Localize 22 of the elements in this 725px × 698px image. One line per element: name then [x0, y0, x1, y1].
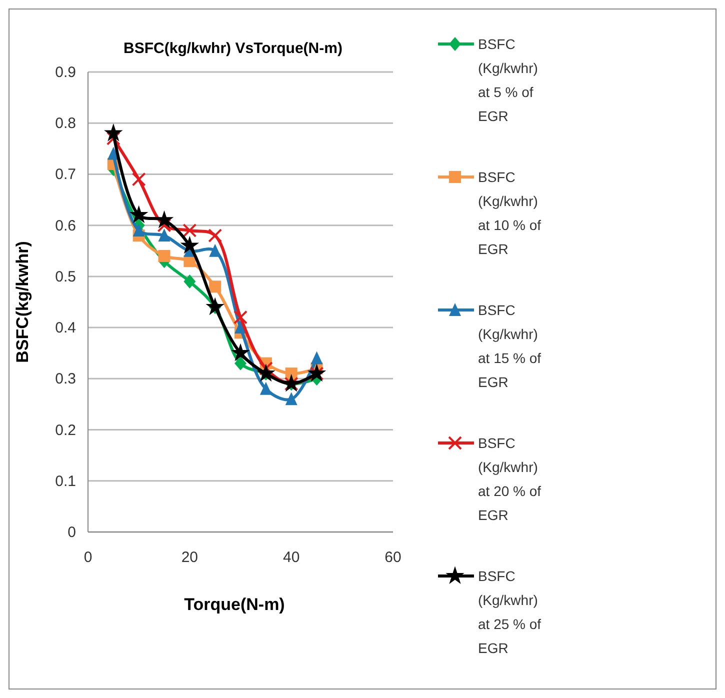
y-tick-label: 0.4 [55, 320, 76, 337]
legend-label: BSFC (Kg/kwhr) at 15 % of EGR [478, 302, 542, 390]
chart-title: BSFC(kg/kwhr) VsTorque(N-m) [124, 40, 342, 57]
y-axis-title: BSFC(kg/kwhr) [13, 241, 32, 363]
y-tick-label: 0.9 [55, 64, 76, 81]
x-tick-label: 20 [181, 549, 198, 566]
y-tick-label: 0.6 [55, 217, 76, 234]
x-tick-label: 0 [84, 549, 92, 566]
legend-label: BSFC (Kg/kwhr) at 10 % of EGR [478, 169, 542, 257]
y-tick-label: 0.2 [55, 422, 76, 439]
x-tick-label: 60 [384, 549, 402, 566]
legend-label: BSFC (Kg/kwhr) at 20 % of EGR [478, 435, 542, 523]
x-axis-title: Torque(N-m) [184, 595, 285, 614]
y-tick-label: 0.5 [55, 268, 76, 286]
y-tick-label: 0.1 [55, 472, 76, 490]
y-tick-label: 0.3 [55, 370, 76, 388]
legend-label: BSFC (Kg/kwhr) at 5 % of EGR [478, 36, 538, 124]
y-tick-label: 0.7 [55, 166, 76, 184]
legend-label: BSFC (Kg/kwhr) at 25 % of EGR [478, 568, 542, 656]
x-tick-label: 40 [282, 549, 300, 566]
y-tick-label: 0.8 [55, 115, 76, 132]
y-tick-label: 0 [68, 524, 76, 541]
